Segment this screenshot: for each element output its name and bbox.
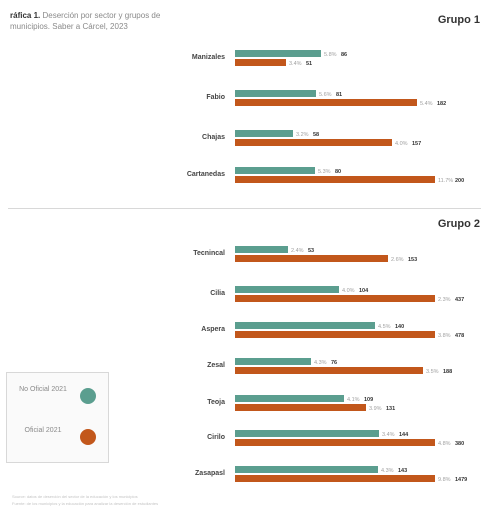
percent-label: 3.4%: [382, 432, 395, 438]
value-label: 380: [455, 441, 464, 447]
bar-oficial: [235, 59, 286, 66]
bar-oficial: [235, 475, 435, 482]
category-label: Manizales: [192, 54, 225, 61]
bar-no-oficial: [235, 466, 378, 473]
bar-no-oficial: [235, 322, 375, 329]
bar-no-oficial: [235, 50, 321, 57]
value-label: 478: [455, 333, 464, 339]
value-label: 140: [395, 324, 404, 330]
percent-label: 4.0%: [395, 141, 408, 147]
percent-label: 5.8%: [324, 52, 337, 58]
category-label: Cilia: [210, 290, 225, 297]
percent-label: 5.6%: [319, 92, 332, 98]
value-label: 144: [399, 432, 409, 438]
bar-oficial: [235, 439, 435, 446]
value-label: 182: [437, 101, 446, 107]
value-label: 53: [308, 248, 314, 254]
legend-swatch-no-oficial: [80, 388, 96, 404]
percent-label: 4.5%: [378, 324, 391, 330]
percent-label: 3.4%: [289, 61, 302, 67]
percent-label: 4.8%: [438, 441, 451, 447]
percent-label: 5.3%: [318, 169, 331, 175]
category-label: Teoja: [207, 399, 225, 406]
bar-no-oficial: [235, 246, 288, 253]
value-label: 109: [364, 397, 373, 403]
bar-no-oficial: [235, 430, 379, 437]
bar-oficial: [235, 255, 388, 262]
value-label: 188: [443, 369, 452, 375]
bar-no-oficial: [235, 358, 311, 365]
category-label: Zasapasl: [195, 470, 225, 477]
value-label: 80: [335, 169, 341, 175]
legend-label-no-oficial: No Oficial 2021: [19, 386, 67, 393]
percent-label: 3.9%: [369, 406, 382, 412]
source-note: Source: datos de deserción del sector de…: [12, 494, 342, 507]
category-label: Zesal: [207, 362, 225, 369]
chart-title-lead: ráfica 1.: [10, 11, 41, 20]
percent-label: 2.4%: [291, 248, 304, 254]
bar-no-oficial: [235, 130, 293, 137]
percent-label: 5.4%: [420, 101, 433, 107]
chart-title: ráfica 1. Deserción por sector y grupos …: [10, 11, 185, 32]
bar-no-oficial: [235, 286, 339, 293]
legend-item-oficial: Oficial 2021: [12, 422, 102, 458]
category-label: Aspera: [201, 326, 225, 333]
value-label: 104: [359, 288, 369, 294]
legend-item-no-oficial: No Oficial 2021: [12, 381, 102, 417]
percent-label: 3.2%: [296, 132, 309, 138]
bar-oficial: [235, 295, 435, 302]
category-label: Cirilo: [207, 434, 225, 441]
bar-oficial: [235, 367, 423, 374]
value-label: 437: [455, 297, 464, 303]
percent-label: 4.3%: [381, 468, 394, 474]
percent-label: 3.8%: [438, 333, 451, 339]
bar-oficial: [235, 404, 366, 411]
percent-label: 2.6%: [391, 257, 404, 263]
percent-label: 11.7%: [438, 178, 453, 184]
bar-oficial: [235, 176, 435, 183]
source-line-1: Source: datos de deserción del sector de…: [12, 494, 138, 499]
category-label: Cartanedas: [187, 171, 225, 178]
source-line-2: Fuente: de los municipios y la educación…: [12, 500, 159, 506]
value-label: 51: [306, 61, 312, 67]
percent-label: 4.1%: [347, 397, 360, 403]
value-label: 58: [313, 132, 319, 138]
legend-label-oficial: Oficial 2021: [24, 427, 62, 434]
bar-oficial: [235, 99, 417, 106]
value-label: 86: [341, 52, 347, 58]
bar-oficial: [235, 139, 392, 146]
category-label: Fabio: [206, 94, 225, 101]
legend: No Oficial 2021 Oficial 2021: [6, 372, 109, 463]
group-1-label: Grupo 1: [437, 14, 480, 26]
percent-label: 9.8%: [438, 477, 451, 483]
group-divider: [8, 208, 481, 209]
group-2-label: Grupo 2: [437, 218, 480, 230]
bar-no-oficial: [235, 395, 344, 402]
bar-no-oficial: [235, 167, 315, 174]
bar-oficial: [235, 331, 435, 338]
bar-no-oficial: [235, 90, 316, 97]
value-label: 81: [336, 92, 342, 98]
percent-label: 3.5%: [426, 369, 439, 375]
percent-label: 2.3%: [438, 297, 451, 303]
percent-label: 4.0%: [342, 288, 355, 294]
value-label: 153: [408, 257, 417, 263]
percent-label: 4.3%: [314, 360, 327, 366]
legend-swatch-oficial: [80, 429, 96, 445]
chart-title-text: Deserción por sector y grupos de municip…: [10, 11, 161, 31]
category-label: Tecnincal: [193, 250, 225, 257]
value-label: 143: [398, 468, 407, 474]
value-label: 157: [412, 141, 421, 147]
value-label: 200: [455, 178, 464, 184]
value-label: 131: [386, 406, 395, 412]
value-label: 76: [331, 360, 337, 366]
category-label: Chajas: [202, 134, 225, 141]
value-label: 1479: [455, 477, 467, 483]
